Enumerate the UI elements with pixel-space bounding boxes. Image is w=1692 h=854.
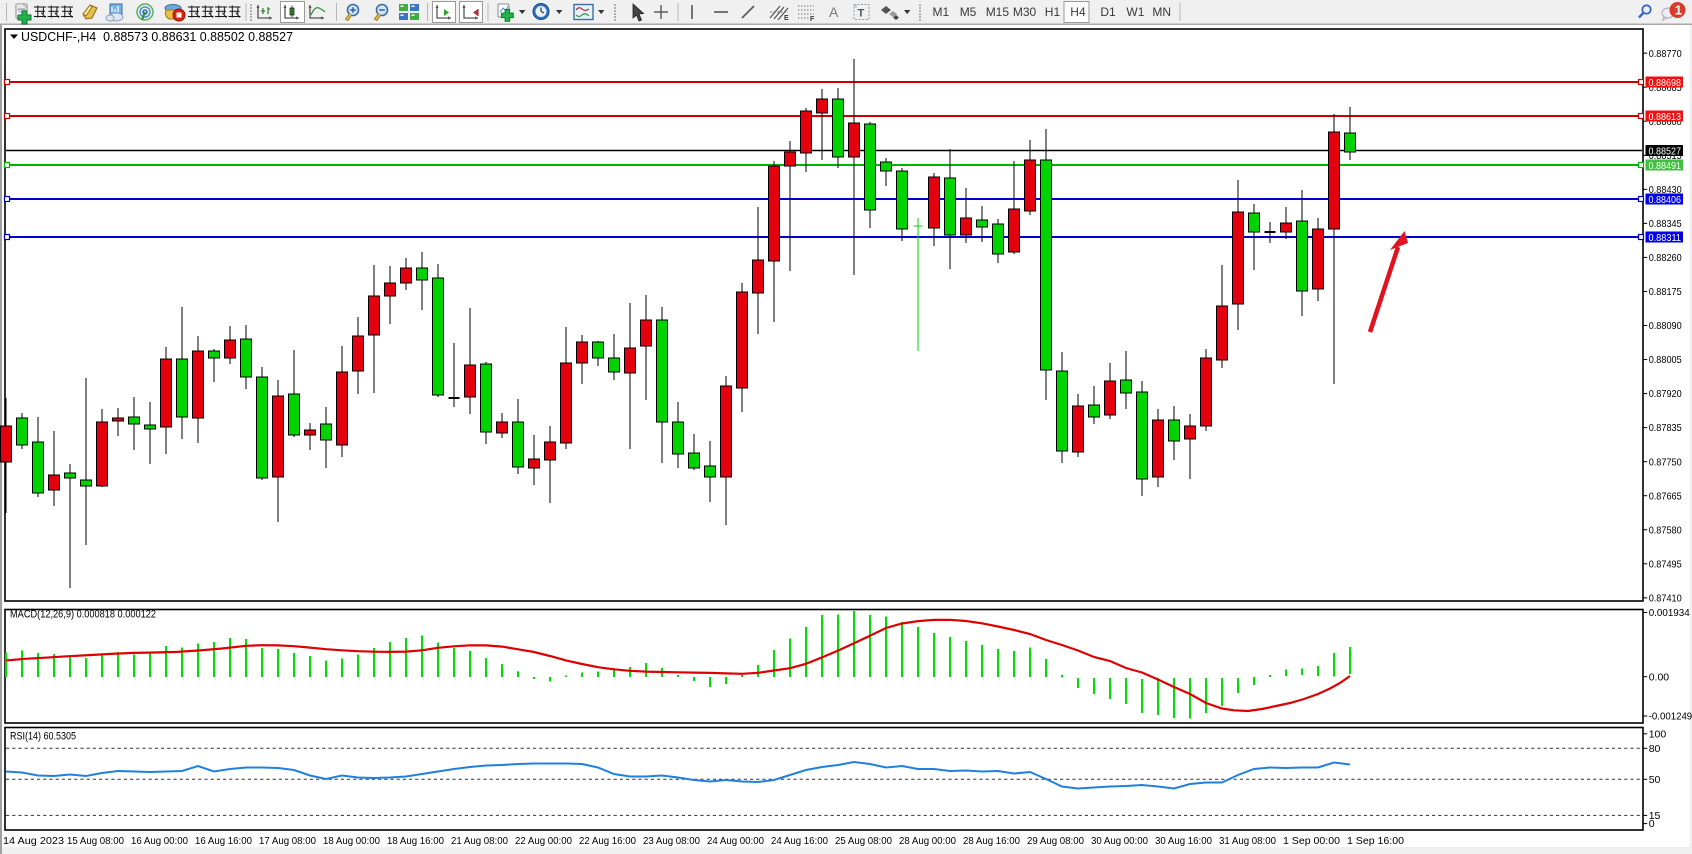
svg-text:0.88491: 0.88491 [1649, 160, 1682, 172]
svg-text:A: A [829, 4, 839, 20]
svg-text:16 Aug 16:00: 16 Aug 16:00 [195, 835, 252, 847]
svg-text:USDCHF-,H4 0.88573 0.88631 0.: USDCHF-,H4 0.88573 0.88631 0.88502 0.885… [21, 30, 293, 44]
svg-text:80: 80 [1649, 743, 1661, 755]
svg-text:0.88406: 0.88406 [1649, 194, 1682, 206]
svg-text:24 Aug 00:00: 24 Aug 00:00 [707, 835, 764, 847]
svg-text:F: F [810, 16, 815, 23]
svg-text:0.87665: 0.87665 [1649, 490, 1682, 502]
svg-text:23 Aug 08:00: 23 Aug 08:00 [643, 835, 700, 847]
svg-text:H4: H4 [1070, 5, 1086, 19]
svg-text:0.88311: 0.88311 [1649, 232, 1682, 244]
svg-text:1: 1 [1675, 3, 1682, 18]
svg-text:16 Aug 00:00: 16 Aug 00:00 [131, 835, 188, 847]
svg-text:0.001934: 0.001934 [1649, 607, 1690, 619]
svg-text:D1: D1 [1100, 5, 1116, 19]
svg-text:22 Aug 00:00: 22 Aug 00:00 [515, 835, 572, 847]
svg-text:1 Sep 00:00: 1 Sep 00:00 [1283, 835, 1340, 847]
svg-text:E: E [784, 15, 789, 22]
svg-text:M5: M5 [960, 5, 977, 19]
svg-text:30 Aug 00:00: 30 Aug 00:00 [1091, 835, 1148, 847]
svg-text:0.88527: 0.88527 [1649, 145, 1682, 157]
svg-text:22 Aug 16:00: 22 Aug 16:00 [579, 835, 636, 847]
svg-text:M15: M15 [986, 5, 1010, 19]
svg-text:24 Aug 16:00: 24 Aug 16:00 [771, 835, 828, 847]
svg-text:25 Aug 08:00: 25 Aug 08:00 [835, 835, 892, 847]
svg-text:0.88698: 0.88698 [1649, 77, 1682, 89]
svg-text:M30: M30 [1013, 5, 1037, 19]
svg-text:0.88345: 0.88345 [1649, 218, 1682, 230]
svg-text:0.88613: 0.88613 [1649, 111, 1682, 123]
svg-text:0.88005: 0.88005 [1649, 354, 1682, 366]
svg-text:0.88430: 0.88430 [1649, 184, 1682, 196]
svg-text:0.87580: 0.87580 [1649, 524, 1682, 536]
svg-text:31 Aug 08:00: 31 Aug 08:00 [1219, 835, 1276, 847]
svg-text:W1: W1 [1126, 5, 1144, 19]
svg-text:50: 50 [1649, 774, 1661, 786]
svg-text:0.00: 0.00 [1649, 671, 1670, 683]
svg-text:1 Sep 16:00: 1 Sep 16:00 [1347, 835, 1404, 847]
svg-text:0.87835: 0.87835 [1649, 422, 1682, 434]
svg-text:21 Aug 08:00: 21 Aug 08:00 [451, 835, 508, 847]
svg-text:0: 0 [1649, 818, 1655, 830]
svg-text:-0.001249: -0.001249 [1649, 711, 1692, 723]
svg-text:0.88770: 0.88770 [1649, 48, 1682, 60]
svg-text:14 Aug 2023: 14 Aug 2023 [3, 835, 64, 847]
svg-text:0.87410: 0.87410 [1649, 592, 1682, 604]
svg-text:MACD(12,26,9) 0.000818 0.00012: MACD(12,26,9) 0.000818 0.000122 [10, 609, 156, 621]
svg-text:M1: M1 [933, 5, 950, 19]
svg-text:15: 15 [1649, 810, 1661, 822]
svg-text:17 Aug 08:00: 17 Aug 08:00 [259, 835, 316, 847]
svg-text:28 Aug 16:00: 28 Aug 16:00 [963, 835, 1020, 847]
svg-text:0.88260: 0.88260 [1649, 252, 1682, 264]
svg-text:28 Aug 00:00: 28 Aug 00:00 [899, 835, 956, 847]
svg-text:0.88175: 0.88175 [1649, 286, 1682, 298]
svg-text:15 Aug 08:00: 15 Aug 08:00 [67, 835, 124, 847]
svg-text:H1: H1 [1045, 5, 1061, 19]
svg-text:T: T [858, 8, 865, 20]
svg-text:18 Aug 00:00: 18 Aug 00:00 [323, 835, 380, 847]
svg-text:0.87495: 0.87495 [1649, 558, 1682, 570]
svg-text:0.87750: 0.87750 [1649, 456, 1682, 468]
svg-text:30 Aug 16:00: 30 Aug 16:00 [1155, 835, 1212, 847]
svg-text:29 Aug 08:00: 29 Aug 08:00 [1027, 835, 1084, 847]
svg-text:RSI(14) 60.5305: RSI(14) 60.5305 [10, 731, 76, 743]
svg-text:0.87920: 0.87920 [1649, 388, 1682, 400]
svg-text:100: 100 [1649, 728, 1667, 740]
svg-text:18 Aug 16:00: 18 Aug 16:00 [387, 835, 444, 847]
svg-text:MN: MN [1152, 5, 1171, 19]
svg-text:0.88090: 0.88090 [1649, 320, 1682, 332]
